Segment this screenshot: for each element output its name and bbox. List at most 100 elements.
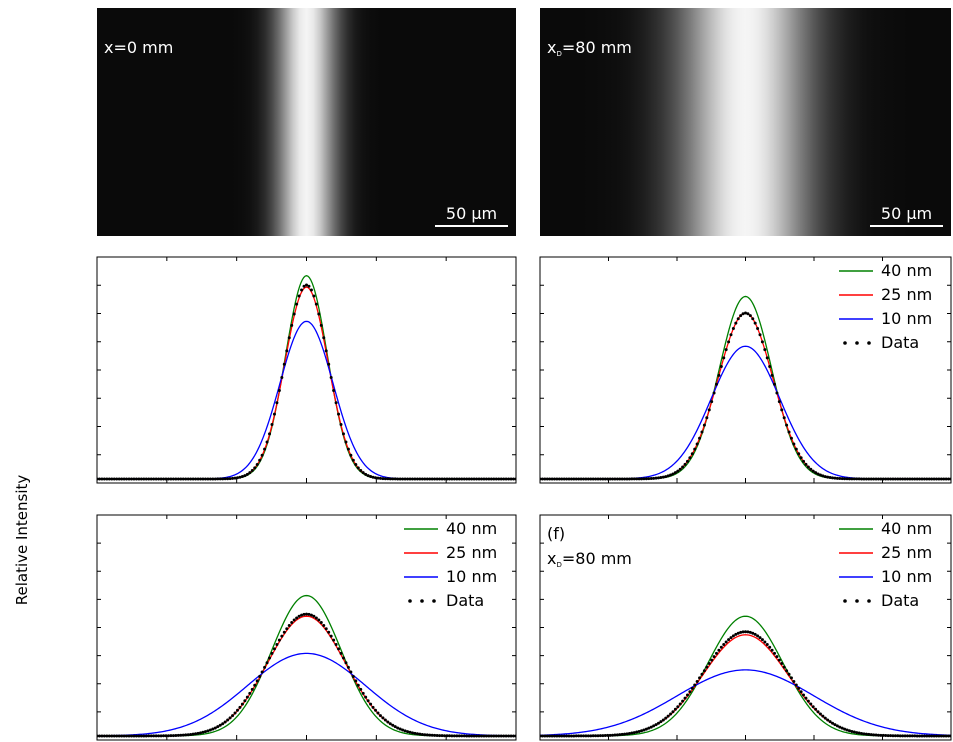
data-point [569, 734, 573, 738]
data-point [758, 333, 762, 337]
data-point [920, 477, 924, 481]
data-point [199, 477, 203, 481]
data-point [211, 477, 215, 481]
data-point [410, 477, 414, 481]
data-point [545, 477, 549, 481]
data-point [361, 471, 365, 475]
data-point [857, 731, 861, 735]
data-point [208, 477, 212, 481]
data-point [625, 732, 629, 736]
data-point [381, 716, 385, 720]
data-point [475, 734, 479, 738]
data-point [334, 401, 338, 405]
series-line-10-nm [97, 652, 516, 737]
data-point [263, 447, 267, 451]
position-main: x=0 mm [104, 38, 173, 57]
data-point [850, 729, 854, 733]
data-point [944, 477, 948, 481]
data-point [285, 627, 289, 631]
legend: 40 nm 25 nm 10 nm Data [839, 519, 932, 610]
data-point [258, 675, 262, 678]
data-point [371, 705, 375, 709]
data-point [736, 631, 740, 635]
data-point [722, 356, 726, 360]
data-point [497, 734, 501, 738]
data-point [149, 734, 153, 738]
data-point [915, 734, 919, 738]
data-point [179, 733, 183, 737]
data-point [492, 477, 496, 481]
data-point [818, 712, 822, 716]
data-point [565, 477, 569, 481]
position-suffix: =80 mm [562, 549, 632, 568]
data-point [317, 618, 321, 622]
data-point [447, 477, 451, 481]
data-point [637, 729, 641, 733]
data-point [502, 477, 506, 481]
data-point [644, 477, 648, 481]
data-point [292, 312, 296, 316]
data-point [724, 640, 728, 644]
data-point [152, 734, 156, 738]
data-point [162, 477, 166, 481]
data-point [869, 733, 873, 737]
data-point [857, 477, 861, 481]
data-point [369, 702, 373, 706]
data-point [228, 716, 232, 720]
data-point [753, 632, 757, 636]
data-point [179, 477, 183, 481]
data-point [649, 725, 653, 729]
data-point [867, 477, 871, 481]
data-point [565, 734, 569, 738]
data-point [681, 465, 685, 469]
data-point [806, 465, 810, 469]
data-point [137, 477, 141, 481]
data-point [401, 477, 405, 481]
data-point [664, 716, 668, 720]
legend-entry: 25 nm [881, 543, 932, 562]
data-point [226, 718, 230, 722]
data-point [341, 656, 345, 660]
data-point [908, 477, 912, 481]
data-point [386, 720, 390, 724]
data-point [560, 734, 564, 738]
data-point [494, 477, 498, 481]
data-point [693, 683, 697, 687]
data-point [934, 734, 938, 738]
data-point [751, 631, 755, 635]
data-point [835, 476, 839, 480]
data-point [265, 661, 269, 665]
data-point [314, 616, 318, 620]
data-point [413, 477, 417, 481]
data-point [418, 477, 422, 481]
data-point [211, 727, 215, 731]
data-point [598, 734, 602, 738]
beam-image [540, 8, 951, 236]
data-point [760, 638, 764, 642]
data-point [620, 477, 624, 481]
data-point [280, 634, 284, 638]
data-point [816, 710, 820, 714]
data-point [137, 734, 141, 738]
data-point [290, 323, 294, 327]
data-point [601, 477, 605, 481]
data-point [199, 731, 203, 735]
data-point [690, 452, 694, 456]
data-point [127, 734, 131, 738]
data-point [203, 477, 207, 481]
data-point [618, 477, 622, 481]
data-point [741, 312, 745, 316]
data-point [838, 725, 842, 729]
data-point [393, 477, 397, 481]
data-point [792, 442, 796, 446]
data-point [860, 477, 864, 481]
data-point [891, 734, 895, 738]
data-point [596, 477, 600, 481]
data-point [162, 734, 166, 738]
data-point [613, 477, 617, 481]
data-point [613, 733, 617, 737]
data-point [642, 728, 646, 732]
data-point [265, 440, 269, 444]
data-point [630, 731, 634, 735]
data-point [814, 471, 818, 475]
